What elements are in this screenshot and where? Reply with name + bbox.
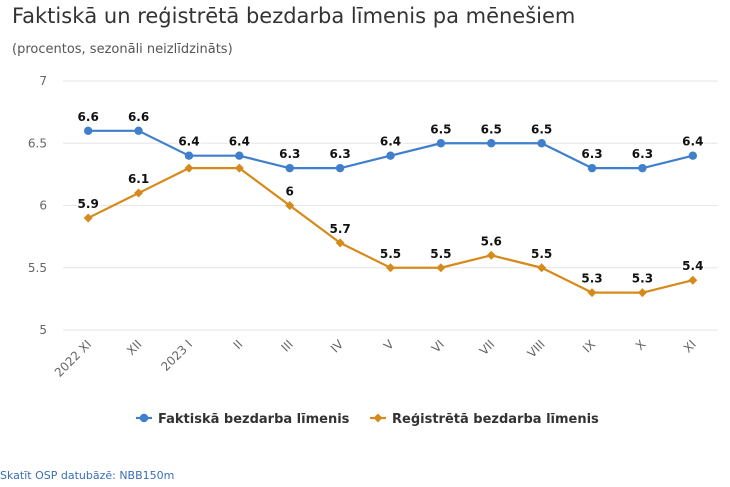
data-label: 6.5 — [430, 122, 451, 136]
y-axis-ticks: 5 5.5 6 6.5 7 — [28, 74, 47, 337]
x-tick-label: VII — [477, 337, 498, 358]
data-label: 6.3 — [279, 147, 300, 161]
data-label: 5.3 — [581, 272, 602, 286]
x-tick-label: XII — [124, 337, 145, 358]
data-label: 6 — [286, 185, 294, 199]
x-tick-label: II — [231, 337, 246, 352]
data-label: 6.1 — [128, 172, 149, 186]
data-label: 6.4 — [178, 135, 199, 149]
series-1: 5.9 6.1 6 5.7 5.5 5.5 5.6 5.5 5.3 5.3 5.4 — [76, 163, 705, 298]
x-tick-label: XI — [681, 337, 699, 355]
data-point — [335, 238, 345, 248]
data-label: 6.4 — [229, 135, 250, 149]
data-point — [587, 288, 597, 298]
x-tick-label: VI — [429, 337, 447, 355]
data-point — [386, 151, 395, 160]
x-tick-label: IV — [328, 337, 347, 356]
data-point — [637, 288, 647, 298]
data-label: 6.6 — [78, 110, 99, 124]
series-0: 6.6 6.6 6.4 6.4 6.3 6.3 6.4 6.5 6.5 6.5 6.3 6.3 6.4 — [76, 108, 705, 173]
data-point — [234, 163, 244, 173]
y-tick-label: 6.5 — [28, 136, 47, 150]
data-point — [688, 151, 698, 160]
data-label: 6.6 — [128, 110, 149, 124]
data-label: 5.7 — [329, 222, 350, 236]
data-point — [587, 163, 597, 173]
data-label: 5.6 — [481, 234, 502, 248]
data-label: 5.4 — [682, 259, 703, 273]
x-tick-label: III — [278, 337, 295, 354]
data-point — [134, 188, 144, 198]
data-point — [638, 163, 647, 173]
data-label: 6.4 — [682, 135, 703, 149]
legend-label: Reģistrētā bezdarba līmenis — [392, 412, 599, 427]
x-tick-label: X — [633, 337, 649, 353]
data-point — [83, 126, 93, 135]
x-tick-label: V — [381, 337, 397, 353]
data-label: 6.5 — [531, 122, 552, 136]
legend-marker — [373, 413, 383, 423]
data-point — [537, 263, 547, 273]
data-label: 6.3 — [329, 147, 350, 161]
data-point — [436, 139, 446, 148]
source-link[interactable]: Skatīt OSP datubāzē: NBB150m — [0, 469, 175, 482]
data-point — [436, 263, 446, 273]
data-label: 5.5 — [380, 247, 401, 261]
legend-marker — [139, 413, 149, 423]
legend-item-1[interactable]: Reģistrētā bezdarba līmenis — [370, 412, 599, 427]
data-label: 5.3 — [632, 272, 653, 286]
data-point — [335, 163, 345, 173]
series-layer: 6.6 6.6 6.4 6.4 6.3 6.3 6.4 6.5 6.5 6.5 6.3 6.3 6.4 5… — [76, 108, 705, 298]
data-point — [184, 151, 194, 160]
y-tick-label: 5.5 — [28, 261, 47, 275]
data-point — [184, 163, 194, 173]
data-point — [486, 250, 496, 260]
data-point — [285, 201, 295, 210]
data-label: 5.5 — [430, 247, 451, 261]
x-tick-label: IX — [580, 337, 598, 355]
data-label: 6.4 — [380, 135, 401, 149]
data-point — [285, 163, 294, 173]
legend-item-0[interactable]: Faktiskā bezdarba līmenis — [136, 412, 350, 427]
data-label: 5.9 — [78, 197, 99, 211]
y-tick-label: 6 — [39, 199, 47, 213]
legend: Faktiskā bezdarba līmenis Reģistrētā bezd… — [136, 412, 599, 427]
x-axis-ticks: 2022 XI XII 2023 I II III IV V VI VII VIII IX X XI — [52, 337, 699, 380]
data-point — [83, 213, 93, 223]
x-tick-label: VIII — [525, 337, 548, 360]
chart-subtitle: (procentos, sezonāli neizlīdzināts) — [12, 42, 233, 57]
data-label: 6.5 — [481, 122, 502, 136]
legend-label: Faktiskā bezdarba līmenis — [158, 412, 350, 427]
data-point — [386, 263, 395, 273]
data-label: 6.3 — [632, 147, 653, 161]
y-tick-label: 7 — [39, 74, 47, 88]
data-point — [487, 139, 496, 148]
data-point — [537, 139, 546, 148]
data-point — [134, 126, 143, 135]
x-tick-label: 2023 I — [158, 337, 195, 374]
chart-title: Faktiskā un reģistrētā bezdarba līmenis … — [12, 4, 576, 28]
data-label: 6.3 — [581, 147, 602, 161]
data-point — [235, 151, 244, 160]
data-label: 5.5 — [531, 247, 552, 261]
x-tick-label: 2022 XI — [52, 337, 95, 380]
y-tick-label: 5 — [39, 323, 47, 337]
data-point — [688, 275, 698, 285]
